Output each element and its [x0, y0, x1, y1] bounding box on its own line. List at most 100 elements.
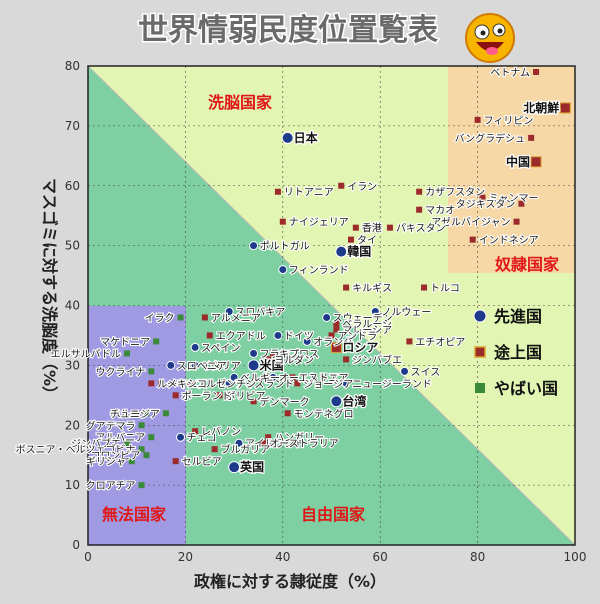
data-point: [143, 410, 150, 417]
point-label: インドネシア: [479, 235, 539, 247]
y-tick-label: 80: [65, 59, 80, 73]
point-label: ペルー: [110, 409, 140, 420]
data-point: [278, 265, 288, 275]
point-label: スイス: [411, 367, 441, 378]
data-point: [559, 102, 571, 114]
data-point: [416, 206, 423, 213]
point-label: レバノン: [201, 426, 241, 438]
data-points: [123, 68, 571, 489]
data-point: [518, 200, 525, 207]
point-label: ブルガリア: [221, 443, 271, 456]
point-label: セルビア: [182, 456, 222, 468]
data-point: [172, 458, 179, 465]
data-point: [190, 342, 200, 352]
data-point: [211, 446, 218, 453]
data-point: [224, 306, 234, 316]
point-label: アイルランド: [245, 438, 305, 450]
data-point: [330, 341, 342, 353]
data-point: [474, 116, 481, 123]
point-label: ボリビア: [225, 390, 265, 402]
point-label: 英国: [240, 459, 264, 474]
point-label: ノルウェー: [381, 306, 431, 318]
data-point: [330, 395, 343, 408]
data-point: [533, 68, 540, 75]
data-point: [138, 422, 145, 429]
y-tick-label: 10: [65, 478, 80, 492]
legend-marker-dangerous: [475, 383, 485, 393]
point-label: キルギス: [352, 283, 392, 295]
data-point: [247, 359, 260, 372]
point-label: 中国: [506, 154, 530, 169]
point-label: イラン: [347, 181, 377, 193]
data-point: [201, 314, 208, 321]
point-label: ニュージーランド: [352, 378, 432, 390]
data-point: [386, 224, 393, 231]
point-label: イラク: [145, 312, 175, 324]
point-label: エストニア: [299, 373, 349, 384]
region-label-slave: 奴隷国家: [494, 255, 560, 274]
point-label: デンマーク: [260, 395, 310, 408]
data-point: [347, 236, 354, 243]
region-label-free: 自由国家: [301, 505, 366, 524]
data-point: [177, 314, 184, 321]
legend-marker-developed: [473, 309, 487, 323]
point-label: ポルトガル: [260, 241, 310, 253]
legend-marker-developing: [474, 346, 486, 358]
data-point: [190, 360, 200, 370]
data-point: [274, 188, 281, 195]
point-label: フィンランド: [289, 265, 349, 277]
data-point: [187, 380, 194, 387]
data-point: [270, 350, 277, 357]
data-point: [224, 378, 234, 388]
point-label: ジンバブエ: [352, 353, 402, 366]
point-label: ナイジェリア: [289, 217, 349, 229]
point-label: グアテマラ: [86, 419, 136, 432]
point-label: ベラルーシ: [342, 318, 392, 330]
point-label: ミャンマー: [488, 194, 538, 205]
data-point: [268, 372, 278, 382]
point-label: オランダ: [313, 335, 353, 348]
data-point: [322, 312, 332, 322]
data-point: [229, 372, 239, 382]
data-point: [352, 224, 359, 231]
data-point: [216, 392, 223, 399]
point-label: ベトナム: [490, 67, 530, 79]
data-point: [406, 338, 413, 345]
plot-frame: [87, 65, 576, 546]
point-label: ハンガリー: [274, 432, 324, 444]
data-point: [265, 356, 272, 363]
data-point: [343, 284, 350, 291]
point-label: オーストリア: [279, 372, 339, 384]
point-label: パキスタン: [396, 223, 446, 235]
point-label: チュニジア: [110, 408, 160, 420]
point-label: 米国: [260, 357, 284, 372]
point-label: タイ: [357, 235, 377, 247]
point-label: エクアドル: [216, 330, 266, 342]
point-label: 台湾: [342, 393, 366, 408]
point-label: オーストラリア: [269, 438, 339, 450]
x-tick-label: 40: [275, 550, 290, 564]
data-point: [192, 428, 199, 435]
data-point: [338, 182, 345, 189]
data-point: [333, 326, 340, 333]
data-point: [341, 378, 351, 388]
legend-label-dangerous: やばい国: [494, 379, 558, 398]
data-point: [273, 330, 283, 340]
y-tick-label: 40: [65, 299, 80, 313]
data-point: [370, 306, 380, 316]
data-point: [176, 432, 186, 442]
data-point: [284, 410, 291, 417]
point-label: ロシア: [342, 340, 378, 354]
y-tick-label: 30: [65, 358, 80, 372]
point-label: エルサルバドル: [51, 348, 121, 360]
laughing-face-icon: [465, 13, 515, 63]
point-label: トルコ: [430, 284, 460, 295]
data-point: [335, 245, 348, 258]
point-label: ジンバブエ: [71, 437, 121, 450]
data-point: [166, 360, 176, 370]
point-label: カザフスタン: [425, 187, 485, 199]
point-label: アンドラ: [338, 330, 378, 342]
region-slave-background: [448, 66, 575, 273]
legend-label-developed: 先進国: [494, 307, 542, 326]
